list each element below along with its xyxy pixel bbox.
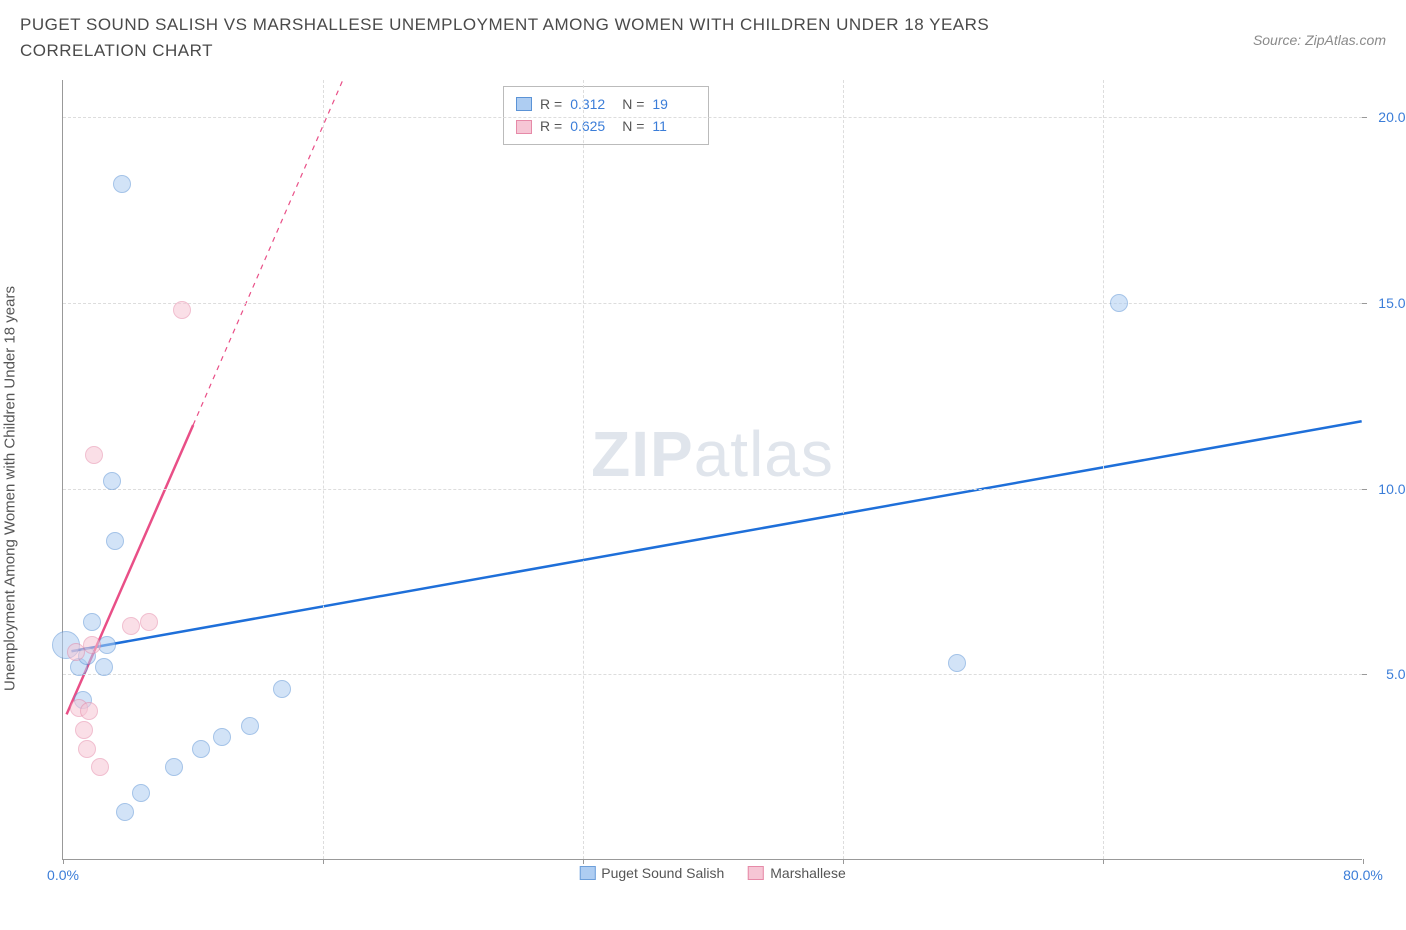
data-point	[192, 740, 210, 758]
data-point	[140, 613, 158, 631]
x-tick-mark	[1363, 859, 1364, 864]
watermark-zip: ZIP	[591, 418, 694, 490]
watermark: ZIPatlas	[591, 417, 834, 491]
n-label: N =	[622, 93, 644, 115]
correlation-legend: R = 0.312 N = 19 R = 0.625 N = 11	[503, 86, 709, 145]
data-point	[1110, 294, 1128, 312]
data-point	[106, 532, 124, 550]
y-tick-mark	[1362, 303, 1367, 304]
data-point	[78, 740, 96, 758]
x-tick-mark	[843, 859, 844, 864]
data-point	[103, 472, 121, 490]
x-tick-mark	[63, 859, 64, 864]
legend-label: Puget Sound Salish	[601, 865, 724, 881]
legend-swatch	[579, 866, 595, 880]
data-point	[95, 658, 113, 676]
n-label: N =	[622, 115, 644, 137]
x-tick-label: 80.0%	[1343, 867, 1383, 883]
legend-label: Marshallese	[770, 865, 845, 881]
data-point	[113, 175, 131, 193]
gridline-v	[843, 80, 844, 859]
data-point	[116, 803, 134, 821]
gridline-v	[583, 80, 584, 859]
gridline-v	[1103, 80, 1104, 859]
data-point	[173, 301, 191, 319]
watermark-atlas: atlas	[694, 418, 834, 490]
data-point	[75, 721, 93, 739]
y-tick-label: 20.0%	[1378, 109, 1406, 125]
data-point	[122, 617, 140, 635]
data-point	[91, 758, 109, 776]
y-tick-label: 15.0%	[1378, 295, 1406, 311]
data-point	[132, 784, 150, 802]
legend-row-series-0: R = 0.312 N = 19	[516, 93, 696, 115]
gridline-h	[63, 489, 1362, 490]
r-value-1: 0.625	[570, 115, 614, 137]
gridline-h	[63, 117, 1362, 118]
y-tick-mark	[1362, 674, 1367, 675]
n-value-0: 19	[652, 93, 696, 115]
trend-line	[193, 80, 388, 425]
legend-swatch	[748, 866, 764, 880]
x-tick-mark	[1103, 859, 1104, 864]
data-point	[83, 613, 101, 631]
x-tick-mark	[583, 859, 584, 864]
r-value-0: 0.312	[570, 93, 614, 115]
data-point	[213, 728, 231, 746]
data-point	[241, 717, 259, 735]
y-tick-mark	[1362, 489, 1367, 490]
y-tick-mark	[1362, 117, 1367, 118]
swatch-series-1	[516, 120, 532, 134]
data-point	[273, 680, 291, 698]
chart-title: PUGET SOUND SALISH VS MARSHALLESE UNEMPL…	[20, 12, 1120, 63]
legend-row-series-1: R = 0.625 N = 11	[516, 115, 696, 137]
data-point	[948, 654, 966, 672]
y-tick-label: 5.0%	[1386, 666, 1406, 682]
trend-line	[71, 421, 1361, 651]
r-label: R =	[540, 115, 562, 137]
gridline-h	[63, 303, 1362, 304]
x-tick-mark	[323, 859, 324, 864]
x-tick-label: 0.0%	[47, 867, 79, 883]
legend-item: Marshallese	[748, 865, 845, 881]
chart-header: PUGET SOUND SALISH VS MARSHALLESE UNEMPL…	[0, 0, 1406, 67]
chart-container: Unemployment Among Women with Children U…	[20, 80, 1386, 900]
y-tick-label: 10.0%	[1378, 481, 1406, 497]
series-legend: Puget Sound Salish Marshallese	[579, 865, 845, 881]
data-point	[83, 636, 101, 654]
data-point	[85, 446, 103, 464]
chart-source: Source: ZipAtlas.com	[1253, 32, 1386, 48]
gridline-v	[323, 80, 324, 859]
n-value-1: 11	[652, 115, 696, 137]
gridline-h	[63, 674, 1362, 675]
legend-item: Puget Sound Salish	[579, 865, 724, 881]
data-point	[80, 702, 98, 720]
r-label: R =	[540, 93, 562, 115]
data-point	[67, 643, 85, 661]
trend-lines	[63, 80, 1362, 859]
y-axis-label: Unemployment Among Women with Children U…	[2, 286, 19, 691]
data-point	[165, 758, 183, 776]
plot-area: ZIPatlas R = 0.312 N = 19 R = 0.625 N = …	[62, 80, 1362, 860]
swatch-series-0	[516, 97, 532, 111]
